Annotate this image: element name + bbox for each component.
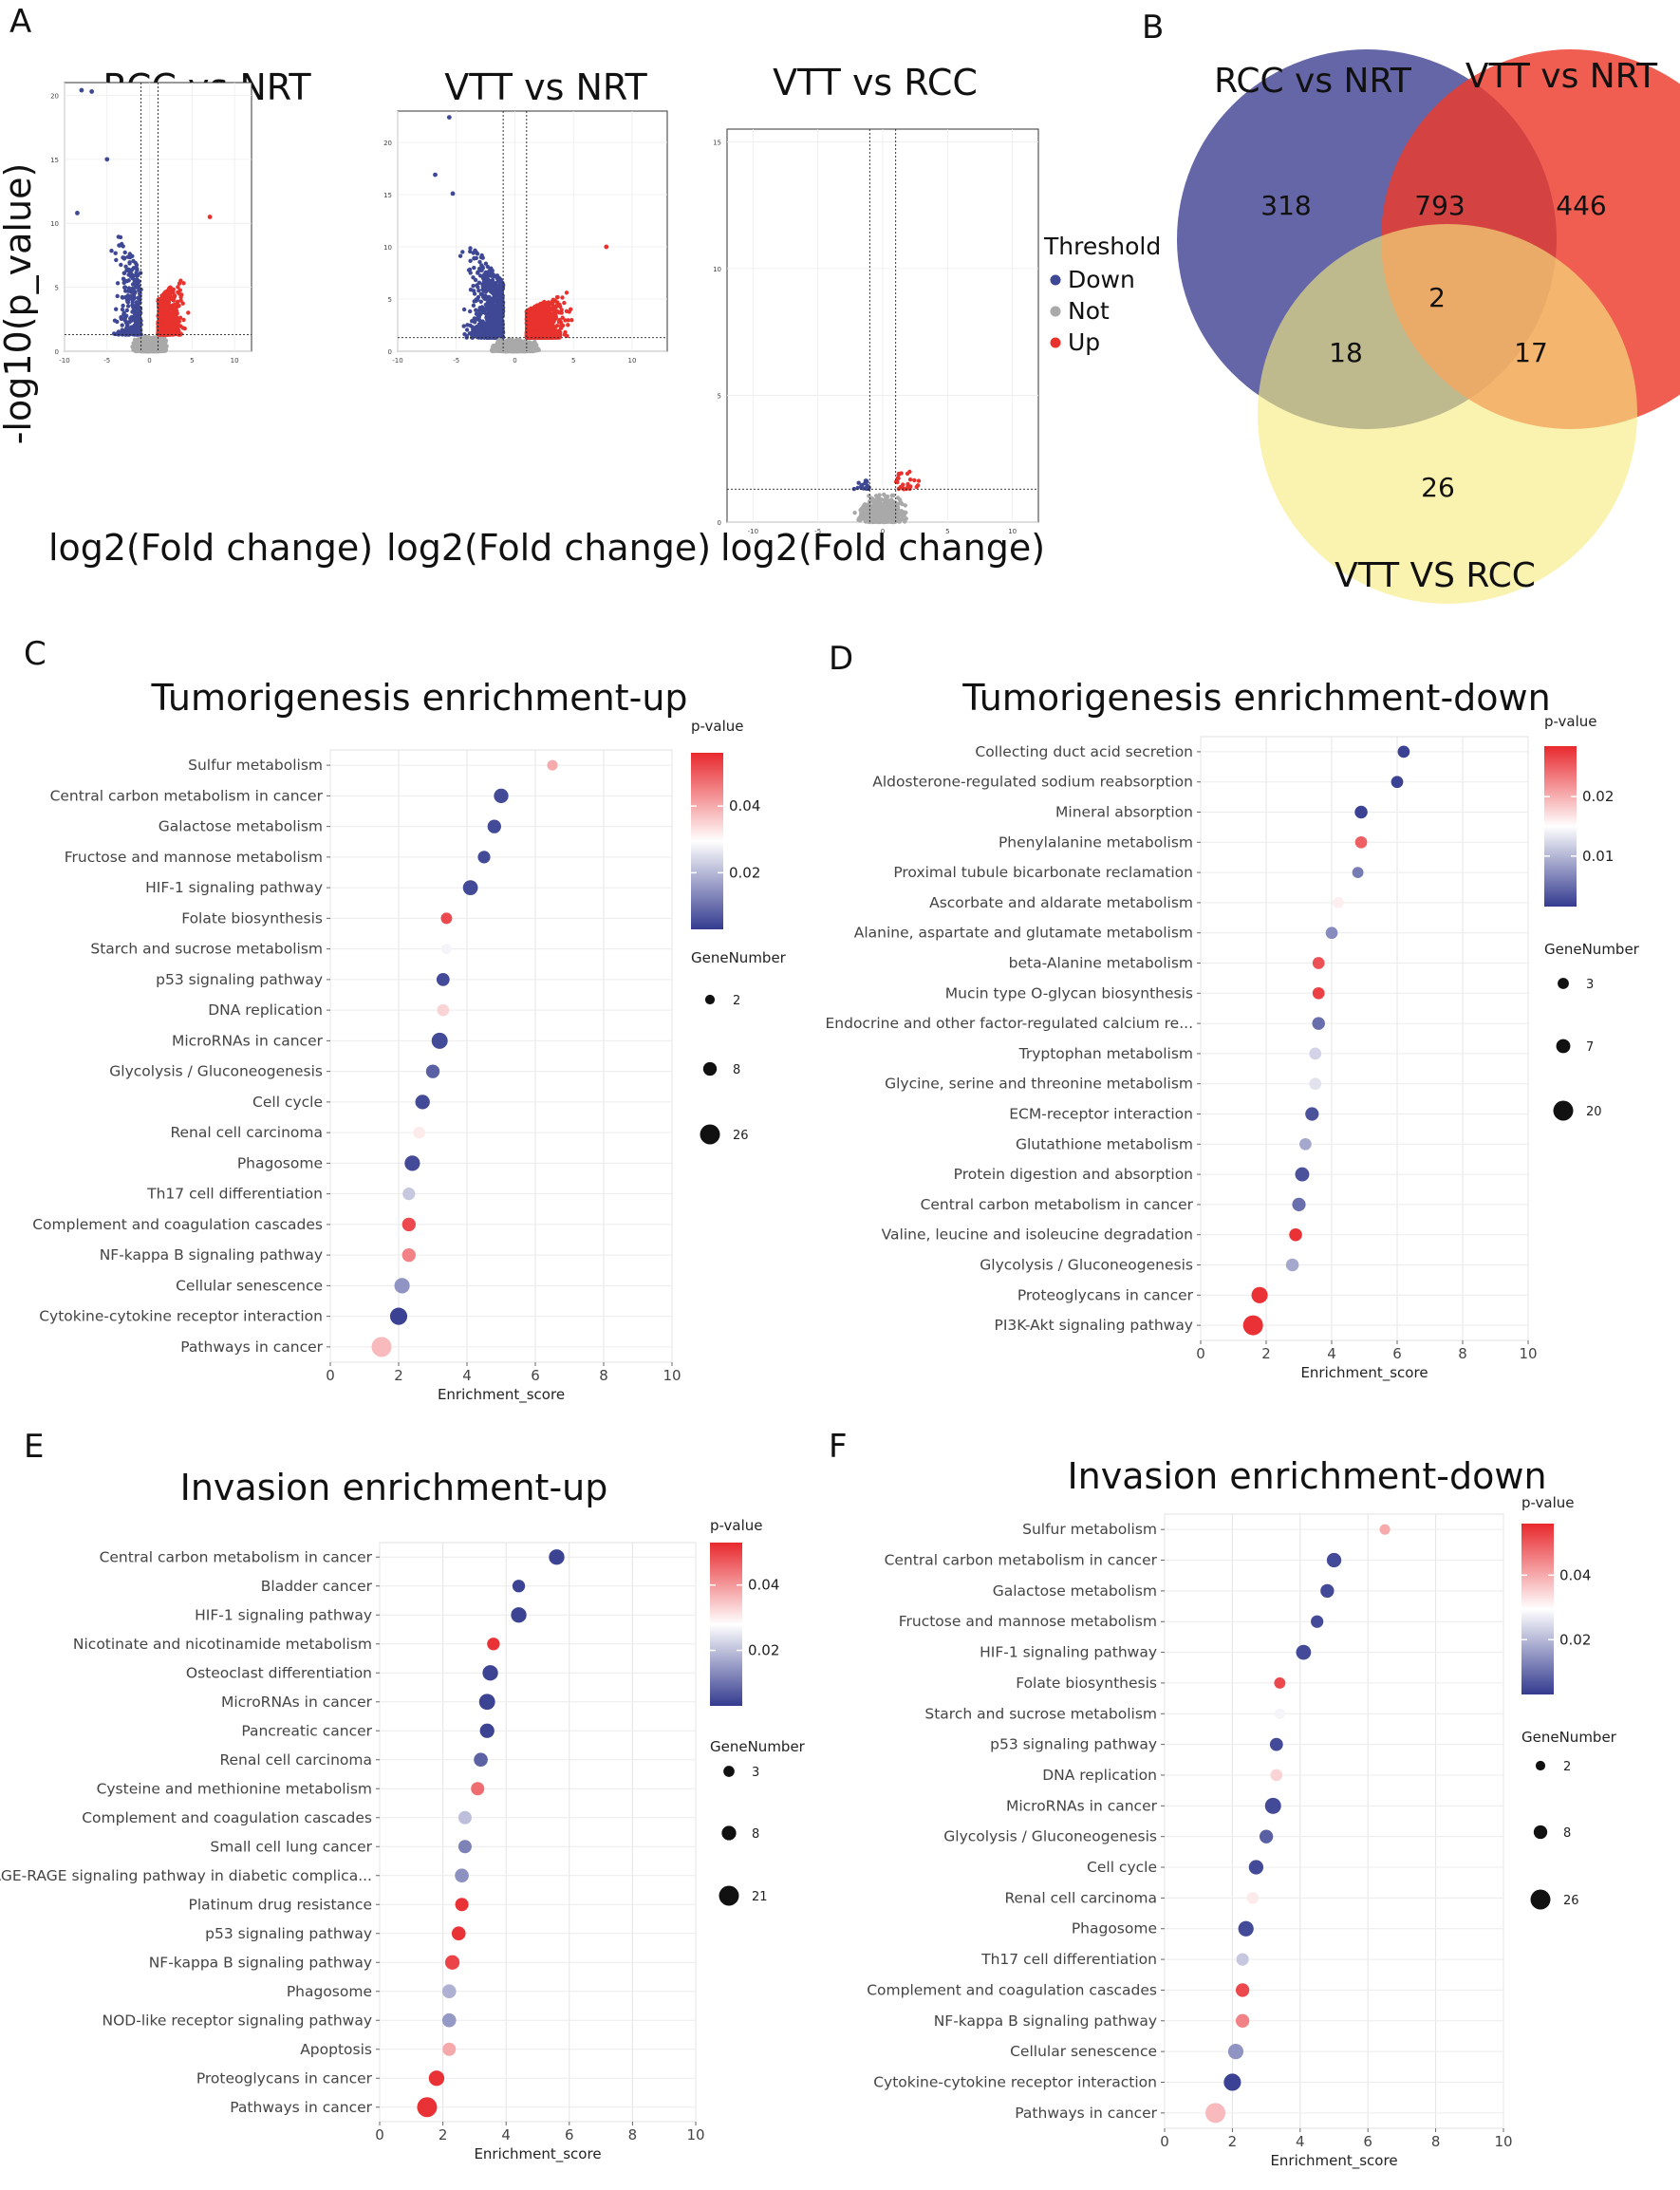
volcano-point-down bbox=[136, 281, 140, 286]
volcano-point-not bbox=[162, 345, 167, 349]
volcano-point-down bbox=[137, 315, 142, 320]
volcano-point-not bbox=[137, 340, 141, 345]
volcano-point-not bbox=[150, 346, 156, 351]
volcano-point-down bbox=[124, 308, 129, 313]
volcano-x-axis-label-3: log2(Fold change) bbox=[720, 527, 1045, 569]
volcano-y-tick: 20 bbox=[50, 92, 59, 100]
volcano-point-down bbox=[118, 234, 123, 240]
volcano-point-down bbox=[128, 290, 134, 294]
volcano-point-down bbox=[138, 310, 143, 315]
volcano-point-down bbox=[115, 293, 120, 299]
volcano-point-down bbox=[128, 294, 133, 299]
volcano-point-down bbox=[130, 282, 136, 287]
volcano-point-down bbox=[132, 308, 137, 312]
volcano-point-down bbox=[113, 251, 118, 255]
volcano-point-down bbox=[125, 304, 131, 309]
panel-letter-f: F bbox=[829, 1428, 848, 1466]
volcano-point-down bbox=[126, 286, 132, 290]
volcano-title-vtt-nrt: VTT vs NRT bbox=[444, 66, 647, 108]
volcano-point-down bbox=[134, 300, 140, 305]
volcano-x-tick: 0 bbox=[147, 357, 151, 365]
volcano-point-up bbox=[186, 310, 191, 315]
volcano-point-down bbox=[123, 289, 128, 293]
volcano-point-down bbox=[115, 281, 121, 286]
volcano-point-down bbox=[127, 261, 132, 266]
volcano-point-down bbox=[114, 307, 119, 311]
volcano-point-up bbox=[171, 317, 176, 322]
volcano-x-axis-label-1: log2(Fold change) bbox=[48, 527, 373, 569]
panel-letter-c: C bbox=[24, 635, 47, 673]
volcano-point-down bbox=[119, 330, 123, 335]
volcano-point-down bbox=[124, 320, 130, 325]
volcano-point-down bbox=[125, 325, 130, 329]
volcano-point-down bbox=[130, 253, 135, 258]
volcano-point-down bbox=[111, 331, 117, 336]
volcano-plot-rcc-nrt: -10 -5 0 5 10 0 5 10 15 20 bbox=[50, 82, 252, 365]
volcano-point-down bbox=[124, 313, 129, 318]
volcano-point-down bbox=[122, 285, 128, 290]
volcano-point-down bbox=[121, 256, 127, 261]
volcano-point-up bbox=[176, 285, 180, 290]
volcano-point-down bbox=[135, 266, 140, 271]
volcano-point-down bbox=[137, 329, 142, 334]
volcano-point-down bbox=[134, 321, 139, 327]
volcano-x-tick: -10 bbox=[59, 357, 69, 365]
volcano-point-down bbox=[139, 322, 143, 328]
volcano-point-down bbox=[121, 271, 127, 275]
volcano-point-down bbox=[132, 295, 137, 300]
volcano-point-down bbox=[130, 303, 135, 308]
volcano-point-down bbox=[134, 326, 139, 331]
volcano-point-down bbox=[132, 315, 137, 321]
volcano-point-down bbox=[117, 243, 122, 248]
volcano-point-down bbox=[129, 318, 135, 323]
volcano-point-up bbox=[176, 290, 180, 294]
volcano-point-down bbox=[122, 250, 127, 255]
volcano-y-tick: 10 bbox=[50, 220, 59, 228]
volcano-point-down bbox=[130, 276, 136, 281]
volcano-point-down bbox=[129, 325, 134, 329]
volcano-point-down bbox=[120, 323, 124, 328]
volcano-point-down bbox=[114, 257, 119, 263]
panel-letter-b: B bbox=[1142, 9, 1164, 47]
volcano-point-down bbox=[135, 304, 140, 309]
volcano-x-axis-label-2: log2(Fold change) bbox=[386, 527, 711, 569]
panel-letter-e: E bbox=[24, 1428, 44, 1466]
volcano-point-not bbox=[145, 345, 150, 350]
volcano-point-down bbox=[121, 316, 125, 321]
volcano-x-tick: -5 bbox=[103, 357, 110, 365]
volcano-point-down bbox=[125, 300, 131, 305]
volcano-y-axis-label: -log10(p_value) bbox=[0, 163, 39, 445]
volcano-point-down bbox=[121, 244, 125, 249]
volcano-point-not bbox=[159, 336, 163, 341]
volcano-point-down bbox=[121, 303, 125, 309]
volcano-y-tick: 15 bbox=[50, 157, 59, 164]
volcano-point-down bbox=[119, 262, 123, 268]
volcano-x-tick: 5 bbox=[190, 357, 194, 365]
volcano-point-down bbox=[133, 332, 138, 337]
volcano-point-down bbox=[112, 318, 118, 323]
panel-letter-d: D bbox=[829, 640, 853, 678]
volcano-point-not bbox=[146, 337, 151, 342]
volcano-point-down bbox=[134, 271, 139, 275]
volcano-point-down bbox=[123, 264, 128, 269]
volcano-y-tick: 0 bbox=[55, 348, 59, 356]
panel-letter-a: A bbox=[9, 3, 31, 41]
volcano-point-down bbox=[132, 290, 138, 295]
volcano-point-down bbox=[124, 279, 129, 284]
volcano-point-down bbox=[136, 295, 141, 300]
volcano-point-not bbox=[132, 337, 138, 343]
volcano-point-down bbox=[109, 249, 114, 253]
volcano-x-tick: 10 bbox=[231, 357, 239, 365]
volcano-point-down bbox=[120, 307, 125, 312]
volcano-point-down bbox=[131, 266, 136, 271]
volcano-point-up bbox=[179, 292, 184, 297]
volcano-y-tick: 5 bbox=[55, 285, 59, 292]
volcano-title-vtt-rcc: VTT vs RCC bbox=[773, 62, 978, 103]
volcano-point-down bbox=[121, 295, 125, 300]
volcano-point-up bbox=[178, 278, 183, 283]
volcano-point-down bbox=[134, 262, 140, 268]
